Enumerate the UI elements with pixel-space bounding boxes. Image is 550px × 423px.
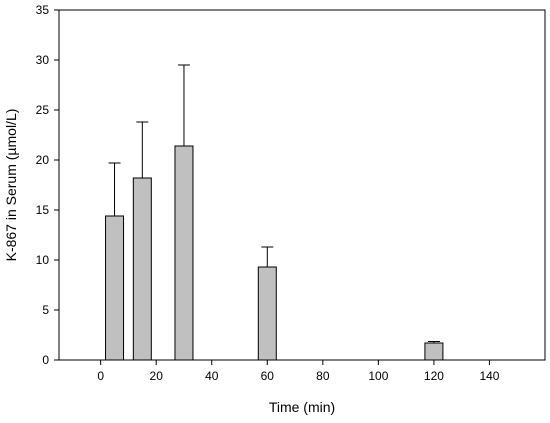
x-tick-label: 120 xyxy=(424,369,444,383)
y-axis-ticks: 0 5 10 15 20 25 30 35 xyxy=(36,3,59,367)
plot-frame xyxy=(58,9,546,361)
error-bars xyxy=(108,64,440,343)
x-tick-label: 100 xyxy=(368,369,388,383)
y-tick-label: 30 xyxy=(36,53,50,67)
y-tick-label: 35 xyxy=(36,3,50,17)
bar xyxy=(174,145,194,361)
bar xyxy=(424,342,444,361)
x-tick-label: 140 xyxy=(479,369,499,383)
x-tick-label: 40 xyxy=(205,369,219,383)
x-tick-label: 60 xyxy=(261,369,275,383)
y-tick-label: 5 xyxy=(42,303,49,317)
x-tick-label: 0 xyxy=(97,369,104,383)
x-tick-label: 80 xyxy=(316,369,330,383)
x-tick-label: 20 xyxy=(150,369,164,383)
y-tick-label: 15 xyxy=(36,203,50,217)
x-axis-ticks: 0 20 40 60 80 100 120 140 xyxy=(97,360,500,383)
bars xyxy=(105,145,444,361)
y-tick-label: 10 xyxy=(36,253,50,267)
bar xyxy=(257,266,277,361)
y-tick-label: 0 xyxy=(42,353,49,367)
bar xyxy=(105,215,125,361)
y-tick-label: 25 xyxy=(36,103,50,117)
bar xyxy=(132,177,152,361)
y-axis-label: K-867 in Serum (µmol/L) xyxy=(3,109,19,262)
y-tick-label: 20 xyxy=(36,153,50,167)
x-axis-label: Time (min) xyxy=(269,399,335,415)
